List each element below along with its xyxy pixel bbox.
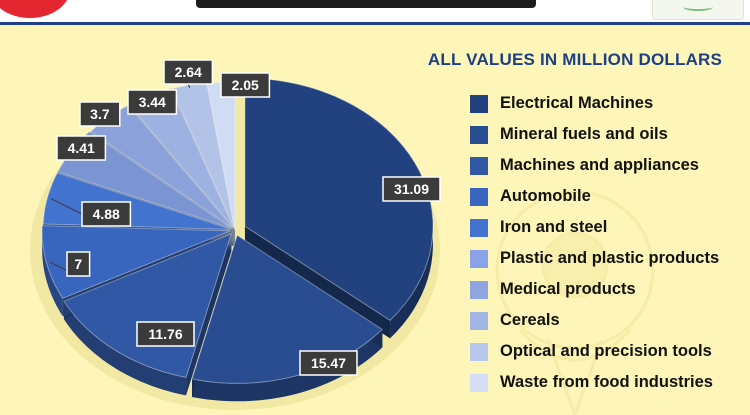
pie-slice <box>41 225 231 299</box>
legend-item: Machines and appliances <box>470 150 719 181</box>
header-rule <box>0 22 750 25</box>
data-label-box <box>79 101 121 127</box>
legend-label: Waste from food industries <box>500 373 713 391</box>
data-label-box <box>56 135 107 161</box>
legend-swatch <box>470 373 488 392</box>
legend-swatch <box>470 311 488 330</box>
legend: Electrical Machines Mineral fuels and oi… <box>470 88 719 398</box>
legend-item: Electrical Machines <box>470 88 719 119</box>
pie-slice <box>191 234 384 384</box>
pie-slice-wall <box>244 226 391 339</box>
pie-slices <box>41 77 434 384</box>
data-label-box <box>220 72 271 98</box>
legend-swatch <box>470 218 488 237</box>
pie-slice-wall <box>186 233 232 396</box>
pie-slice-side <box>192 329 383 402</box>
data-label-box <box>127 89 178 115</box>
legend-item: Mineral fuels and oils <box>470 119 719 150</box>
data-label-box <box>382 176 441 202</box>
header-bar <box>0 0 750 22</box>
data-labels: 31.09 15.47 11.76 7 4.88 4.41 3.7 3.44 2.64 2.05 <box>56 59 441 376</box>
legend-item: Optical and precision tools <box>470 336 719 367</box>
legend-item: Cereals <box>470 305 719 336</box>
legend-swatch <box>470 156 488 175</box>
legend-label: Iron and steel <box>500 218 608 236</box>
legend-item: Waste from food industries <box>470 367 719 398</box>
title-strip <box>196 0 536 8</box>
legend-swatch <box>470 342 488 361</box>
legend-label: Cereals <box>500 311 560 329</box>
legend-label: Plastic and plastic products <box>500 249 720 267</box>
pie-slice <box>244 77 434 321</box>
legend-item: Automobile <box>470 181 719 212</box>
data-label: 4.88 <box>93 206 120 222</box>
data-label: 3.7 <box>90 106 110 122</box>
legend-item: Medical products <box>470 274 719 305</box>
data-label-box <box>81 201 132 227</box>
legend-swatch <box>470 125 488 144</box>
pie-slice-side <box>42 225 63 317</box>
legend-swatch <box>470 187 488 206</box>
legend-label: Electrical Machines <box>500 94 654 112</box>
legend-swatch <box>470 280 488 299</box>
legend-label: Medical products <box>500 280 636 298</box>
pie-slice-side <box>63 301 187 396</box>
data-label: 11.76 <box>148 326 182 342</box>
data-label-box <box>163 59 214 85</box>
data-label-box <box>66 251 91 277</box>
legend-label: Optical and precision tools <box>500 342 712 360</box>
legend-label: Mineral fuels and oils <box>500 125 668 143</box>
legend-label: Automobile <box>500 187 591 205</box>
data-label: 15.47 <box>311 355 346 371</box>
units-note: ALL VALUES IN MILLION DOLLARS <box>427 50 723 69</box>
data-label: 4.41 <box>68 140 95 156</box>
data-label: 3.44 <box>139 94 166 110</box>
legend-swatch <box>470 249 488 268</box>
partner-logo-icon <box>652 0 744 20</box>
data-label: 2.05 <box>232 77 259 93</box>
legend-label: Machines and appliances <box>500 156 699 174</box>
data-label: 31.09 <box>394 181 429 197</box>
data-label: 2.64 <box>175 64 202 80</box>
legend-swatch <box>470 94 488 113</box>
legend-item: Plastic and plastic products <box>470 243 719 274</box>
data-label: 7 <box>74 256 82 272</box>
legend-item: Iron and steel <box>470 212 719 243</box>
data-label-box <box>299 350 358 376</box>
data-label-box <box>136 321 195 347</box>
